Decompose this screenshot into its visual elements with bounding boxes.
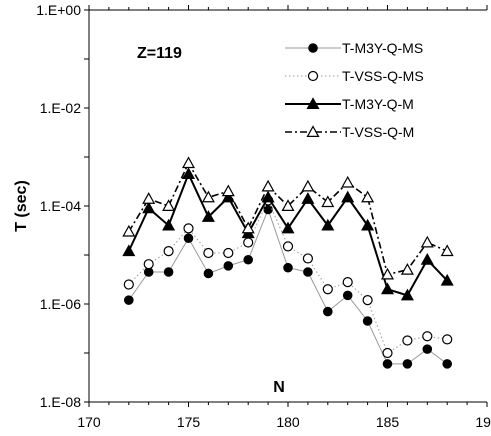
legend-label: T-VSS-Q-MS bbox=[342, 68, 424, 84]
legend: T-M3Y-Q-MS T-VSS-Q-MS T-M3Y-Q-M T-VSS-Q-M bbox=[285, 40, 424, 140]
data-point bbox=[402, 335, 413, 346]
data-point bbox=[440, 244, 454, 257]
x-axis-title: N bbox=[273, 379, 285, 396]
data-point bbox=[341, 175, 355, 188]
series-line bbox=[127, 171, 448, 297]
data-point bbox=[281, 221, 295, 234]
data-point bbox=[442, 334, 453, 345]
data-point bbox=[382, 359, 393, 369]
data-point bbox=[243, 237, 254, 248]
tick-marks bbox=[84, 5, 488, 407]
data-point bbox=[163, 267, 174, 277]
data-point bbox=[382, 347, 393, 359]
data-point bbox=[181, 167, 196, 179]
data-point bbox=[321, 218, 335, 231]
data-point bbox=[183, 233, 194, 244]
y-tick-label: 1.E-06 bbox=[40, 296, 81, 312]
legend-label: T-M3Y-Q-MS bbox=[342, 40, 423, 56]
y-tick-label: 1.E-08 bbox=[40, 394, 81, 410]
data-point bbox=[323, 306, 333, 317]
data-point bbox=[201, 190, 215, 203]
x-tick-label: 175 bbox=[177, 414, 201, 430]
data-point bbox=[342, 290, 353, 301]
data-point bbox=[162, 199, 176, 211]
data-point bbox=[400, 288, 414, 301]
series-t-m3y-q-ms bbox=[124, 204, 453, 369]
x-tick-label: 170 bbox=[77, 414, 101, 430]
data-point bbox=[402, 359, 413, 369]
data-point bbox=[142, 201, 156, 214]
data-point bbox=[362, 316, 373, 326]
data-point bbox=[380, 267, 395, 280]
series-line bbox=[128, 161, 448, 276]
data-point bbox=[361, 190, 375, 203]
series-t-vss-q-m bbox=[122, 156, 454, 280]
legend-label: T-VSS-Q-M bbox=[342, 124, 414, 140]
series-t-vss-q-ms bbox=[123, 195, 453, 359]
data-point bbox=[303, 267, 313, 277]
x-tick-labels: 170 175 180 185 190 bbox=[77, 414, 491, 430]
series-t-m3y-q-m bbox=[122, 167, 454, 301]
data-point bbox=[442, 359, 453, 369]
data-point bbox=[422, 344, 433, 354]
data-point bbox=[241, 221, 255, 234]
legend-marker bbox=[306, 125, 320, 137]
data-point bbox=[261, 190, 275, 203]
y-tick-label: 1.E-02 bbox=[40, 100, 81, 116]
data-point bbox=[282, 241, 294, 252]
data-point bbox=[342, 276, 353, 288]
data-point bbox=[422, 331, 433, 342]
x-tick-label: 180 bbox=[276, 414, 300, 430]
data-point bbox=[163, 246, 174, 257]
y-tick-label: 1.E-04 bbox=[40, 198, 81, 214]
z-annotation: Z=119 bbox=[137, 45, 182, 62]
data-point bbox=[122, 244, 136, 257]
data-point bbox=[124, 295, 134, 305]
data-point bbox=[203, 268, 214, 279]
series-layer bbox=[122, 156, 454, 369]
data-point bbox=[223, 261, 234, 271]
data-point bbox=[261, 179, 275, 192]
data-point bbox=[281, 199, 295, 211]
data-point bbox=[181, 156, 196, 169]
legend-marker bbox=[307, 70, 319, 82]
y-tick-labels: 1.E-08 1.E-06 1.E-04 1.E-02 1.E+00 bbox=[36, 2, 81, 410]
legend-marker bbox=[308, 43, 318, 53]
legend-marker bbox=[306, 97, 320, 110]
data-point bbox=[162, 218, 176, 231]
data-point bbox=[123, 279, 134, 290]
data-point bbox=[301, 179, 315, 192]
data-point bbox=[400, 263, 414, 275]
legend-label: T-M3Y-Q-M bbox=[342, 96, 414, 112]
x-tick-label: 190 bbox=[475, 414, 491, 430]
y-axis-title: T (sec) bbox=[13, 180, 30, 232]
x-tick-label: 185 bbox=[376, 414, 400, 430]
data-point bbox=[322, 284, 333, 295]
data-point bbox=[203, 247, 214, 259]
data-point bbox=[183, 223, 194, 234]
data-point bbox=[243, 254, 253, 265]
data-point bbox=[362, 295, 373, 306]
data-point bbox=[221, 190, 235, 203]
y-tick-label: 1.E+00 bbox=[36, 2, 81, 18]
data-point bbox=[301, 192, 315, 204]
data-point bbox=[341, 190, 355, 203]
data-point bbox=[361, 218, 375, 231]
data-point bbox=[122, 224, 136, 237]
data-point bbox=[420, 235, 434, 248]
data-point bbox=[223, 247, 234, 259]
data-point bbox=[302, 253, 313, 264]
data-point bbox=[440, 273, 454, 286]
data-point bbox=[143, 259, 154, 270]
data-point bbox=[201, 210, 215, 222]
data-point bbox=[321, 195, 335, 208]
data-point bbox=[221, 184, 235, 197]
data-point bbox=[420, 253, 434, 265]
data-point bbox=[380, 282, 395, 295]
data-point bbox=[283, 262, 293, 273]
data-point bbox=[142, 192, 156, 204]
